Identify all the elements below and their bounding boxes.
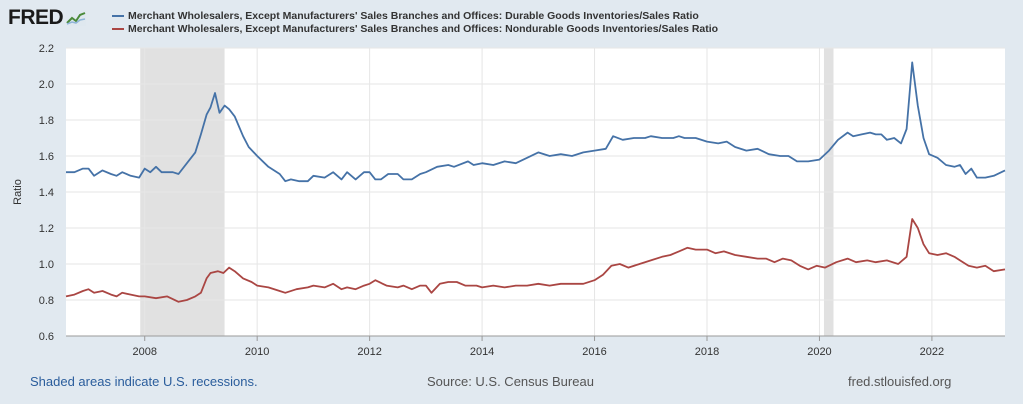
legend-item-nondurable[interactable]: Merchant Wholesalers, Except Manufacture… bbox=[112, 22, 718, 35]
x-tick-label: 2016 bbox=[582, 346, 606, 358]
y-tick-label: 1.2 bbox=[39, 223, 54, 235]
x-tick-label: 2022 bbox=[920, 346, 944, 358]
chart-area: 0.6 0.8 1.0 1.2 1.4 1.6 1.8 2.0 2.2 2008 2010 2012 2… bbox=[0, 43, 1023, 369]
legend-swatch bbox=[112, 14, 124, 17]
legend-label: Merchant Wholesalers, Except Manufacture… bbox=[128, 22, 719, 35]
x-tick-label: 2018 bbox=[695, 346, 719, 358]
chart-line-icon bbox=[66, 10, 87, 26]
y-tick-label: 2.0 bbox=[39, 79, 54, 91]
y-tick-label: 0.6 bbox=[39, 331, 54, 343]
y-tick-label: 0.8 bbox=[39, 295, 54, 307]
legend-item-durable[interactable]: Merchant Wholesalers, Except Manufacture… bbox=[112, 9, 718, 22]
chart-footer: Shaded areas indicate U.S. recessions. S… bbox=[0, 370, 1023, 400]
legend: Merchant Wholesalers, Except Manufacture… bbox=[112, 9, 718, 35]
y-tick-label: 1.4 bbox=[39, 187, 54, 199]
site-link[interactable]: fred.stlouisfed.org bbox=[848, 374, 952, 389]
source-text: Source: U.S. Census Bureau bbox=[427, 374, 594, 389]
legend-swatch bbox=[112, 27, 124, 30]
y-axis-label: Ratio bbox=[12, 179, 24, 205]
logo-text: FRED bbox=[8, 6, 64, 29]
y-tick-label: 1.0 bbox=[39, 259, 54, 271]
line-chart[interactable]: 0.6 0.8 1.0 1.2 1.4 1.6 1.8 2.0 2.2 2008 2010 2012 2… bbox=[0, 43, 1023, 364]
x-tick-label: 2008 bbox=[132, 346, 156, 358]
y-tick-label: 1.8 bbox=[39, 115, 54, 127]
legend-label: Merchant Wholesalers, Except Manufacture… bbox=[128, 9, 699, 22]
x-tick-label: 2012 bbox=[357, 346, 381, 358]
y-tick-label: 1.6 bbox=[39, 151, 54, 163]
x-tick-label: 2020 bbox=[807, 346, 831, 358]
recession-note: Shaded areas indicate U.S. recessions. bbox=[30, 374, 258, 389]
x-tick-label: 2010 bbox=[245, 346, 269, 358]
x-tick-label: 2014 bbox=[470, 346, 494, 358]
chart-header: FRED Merchant Wholesalers, Except Manufa… bbox=[0, 0, 1023, 44]
fred-logo[interactable]: FRED bbox=[8, 6, 87, 30]
series-line-durable bbox=[66, 61, 1006, 183]
y-tick-label: 2.2 bbox=[39, 44, 54, 55]
series-line-nondurable bbox=[65, 218, 1006, 303]
